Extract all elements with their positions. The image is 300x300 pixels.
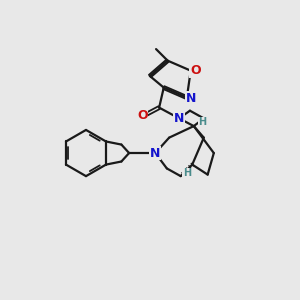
Text: O: O xyxy=(190,64,201,77)
Text: N: N xyxy=(174,112,184,125)
Text: H: H xyxy=(198,117,206,127)
Text: H: H xyxy=(183,168,191,178)
Text: N: N xyxy=(150,146,160,160)
Text: N: N xyxy=(185,92,196,105)
Text: O: O xyxy=(137,109,148,122)
